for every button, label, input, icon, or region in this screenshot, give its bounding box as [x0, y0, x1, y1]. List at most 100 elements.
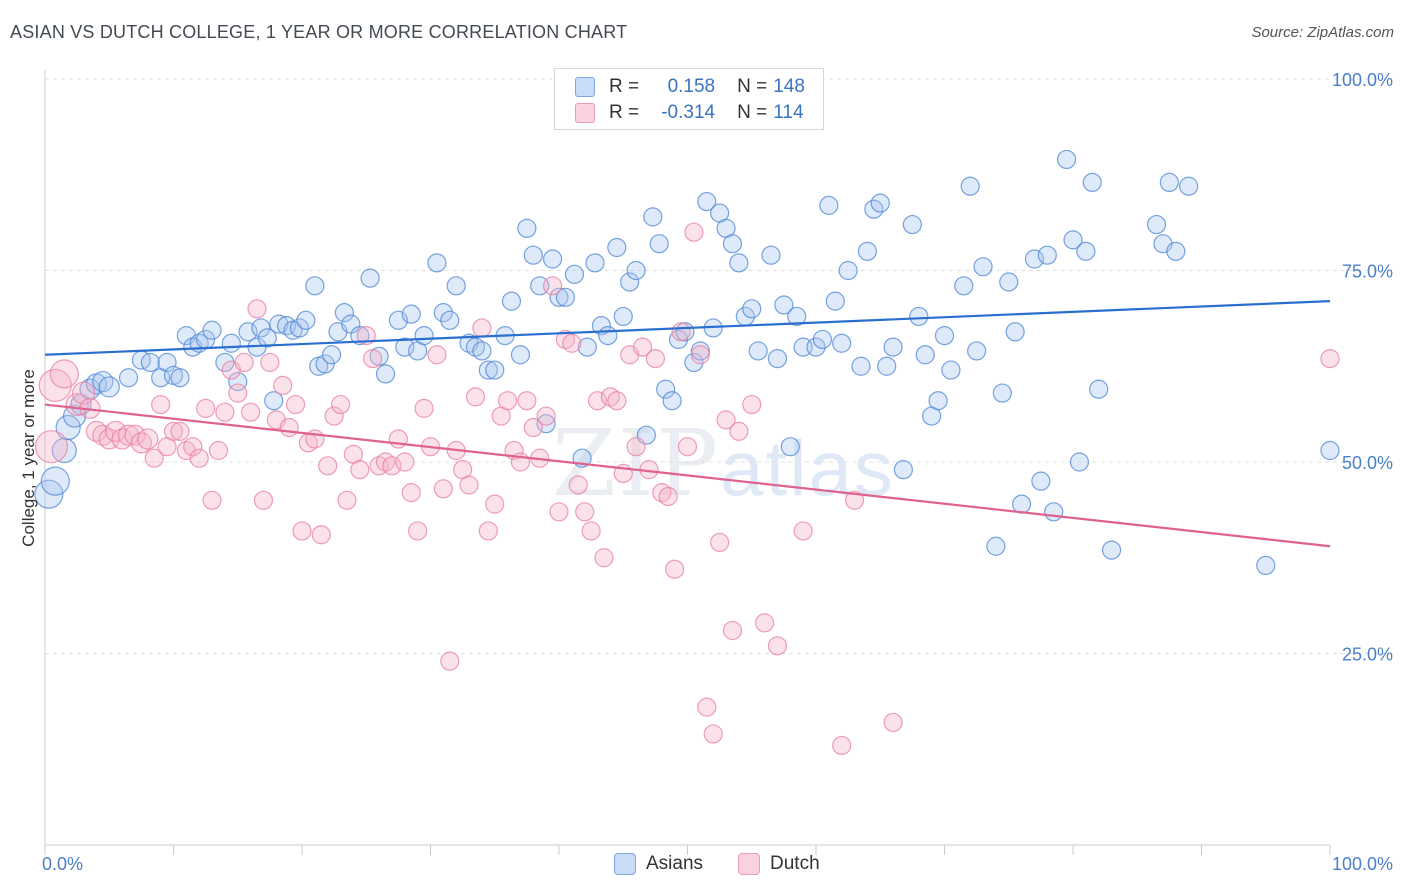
data-point-asians — [620, 272, 640, 292]
data-point-asians — [857, 241, 878, 261]
data-point-dutch — [324, 406, 344, 426]
data-point-asians — [501, 291, 522, 311]
data-point-dutch — [575, 502, 595, 522]
x-tick-label: 0.0% — [42, 854, 83, 874]
data-point-dutch — [292, 521, 312, 541]
data-point-dutch — [542, 276, 563, 296]
data-point-dutch — [189, 448, 209, 468]
data-point-asians — [954, 276, 974, 296]
data-point-asians — [748, 341, 768, 361]
x-tick-label: 100.0% — [1332, 854, 1393, 874]
data-point-dutch — [517, 391, 537, 411]
data-point-dutch — [137, 428, 159, 450]
n-value: 114 — [773, 102, 804, 123]
correlation-legend: R = 0.158 N = 148 R = -0.314 N = 114 — [554, 68, 824, 130]
tick-labels: 25.0% 50.0% 75.0% 100.0% 0.0% 100.0% College, … — [19, 70, 1393, 874]
data-point-dutch — [703, 724, 723, 744]
data-point-asians — [1076, 241, 1096, 261]
data-point-asians — [238, 322, 258, 342]
data-point-asians — [472, 341, 492, 361]
data-point-asians — [787, 306, 807, 327]
data-point-asians — [321, 345, 342, 365]
data-point-asians — [1159, 172, 1179, 193]
data-point-asians — [761, 245, 781, 265]
data-point-asians — [806, 337, 826, 357]
data-point-dutch — [587, 391, 608, 411]
data-point-asians — [649, 234, 669, 254]
data-point-asians — [934, 326, 955, 346]
data-point-asians — [523, 245, 543, 265]
data-point-asians — [591, 316, 612, 336]
legend-swatch-dutch — [575, 103, 595, 123]
data-point-dutch — [793, 521, 813, 541]
data-point-asians — [215, 352, 235, 373]
data-point-dutch — [697, 697, 717, 717]
data-point-dutch — [228, 383, 248, 403]
axes — [44, 70, 1331, 855]
series-dutch — [34, 222, 1340, 756]
data-point-dutch — [183, 437, 203, 457]
data-point-dutch — [285, 394, 306, 415]
data-point-asians — [585, 253, 605, 273]
y-tick-label: 25.0% — [1342, 645, 1393, 665]
data-point-dutch — [658, 486, 678, 507]
data-point-asians — [1166, 241, 1186, 261]
data-point-asians — [928, 391, 948, 411]
data-point-dutch — [234, 352, 254, 373]
r-label: R = — [609, 102, 640, 123]
data-point-dutch — [729, 421, 749, 441]
data-point-asians — [485, 360, 505, 380]
data-point-asians — [542, 249, 563, 269]
data-point-asians — [697, 191, 717, 212]
data-point-asians — [446, 276, 466, 296]
data-point-dutch — [722, 620, 743, 641]
data-point-asians — [780, 437, 800, 457]
data-point-asians — [812, 329, 833, 350]
data-point-asians — [915, 345, 935, 365]
data-point-dutch — [65, 392, 89, 417]
bottom-legend-label-dutch: Dutch — [770, 853, 820, 874]
data-point-asians — [902, 214, 922, 235]
data-point-asians — [877, 356, 897, 376]
data-point-dutch — [710, 532, 730, 553]
data-point-asians — [941, 360, 961, 380]
data-point-asians — [257, 328, 277, 348]
data-point-asians — [1179, 176, 1199, 196]
data-point-asians — [909, 306, 929, 327]
data-point-dutch — [395, 452, 415, 472]
data-point-asians — [170, 368, 190, 388]
data-point-dutch — [433, 479, 453, 499]
data-point-asians — [607, 237, 627, 258]
data-point-dutch — [253, 490, 274, 510]
data-point-dutch — [568, 475, 588, 495]
data-point-asians — [643, 207, 663, 227]
data-point-asians — [1044, 502, 1064, 522]
data-point-asians — [305, 276, 325, 296]
data-point-asians — [289, 318, 310, 338]
chart-title: ASIAN VS DUTCH COLLEGE, 1 YEAR OR MORE C… — [10, 22, 628, 42]
data-point-dutch — [363, 348, 383, 369]
data-point-dutch — [337, 490, 357, 510]
data-point-asians — [1011, 494, 1032, 514]
legend-row-asians: R = 0.158 N = 148 — [575, 74, 805, 100]
data-point-asians — [251, 318, 271, 338]
data-point-asians — [883, 337, 903, 357]
data-point-asians — [662, 391, 682, 411]
data-point-dutch — [716, 410, 736, 430]
data-point-asians — [967, 341, 987, 361]
data-point-dutch — [311, 525, 331, 545]
data-point-asians — [1056, 149, 1077, 170]
data-point-asians — [1101, 540, 1122, 560]
r-value: 0.158 — [667, 76, 716, 97]
data-point-asians — [1256, 555, 1276, 576]
bottom-legend-dutch: Dutch — [738, 852, 820, 876]
data-point-dutch — [671, 322, 691, 342]
data-point-asians — [668, 329, 689, 350]
data-point-asians — [992, 383, 1012, 403]
bottom-legend-asians: Asians — [614, 852, 703, 876]
data-point-dutch — [498, 391, 518, 411]
data-point-dutch — [485, 494, 505, 514]
data-point-asians — [296, 310, 316, 330]
data-point-asians — [832, 333, 852, 353]
